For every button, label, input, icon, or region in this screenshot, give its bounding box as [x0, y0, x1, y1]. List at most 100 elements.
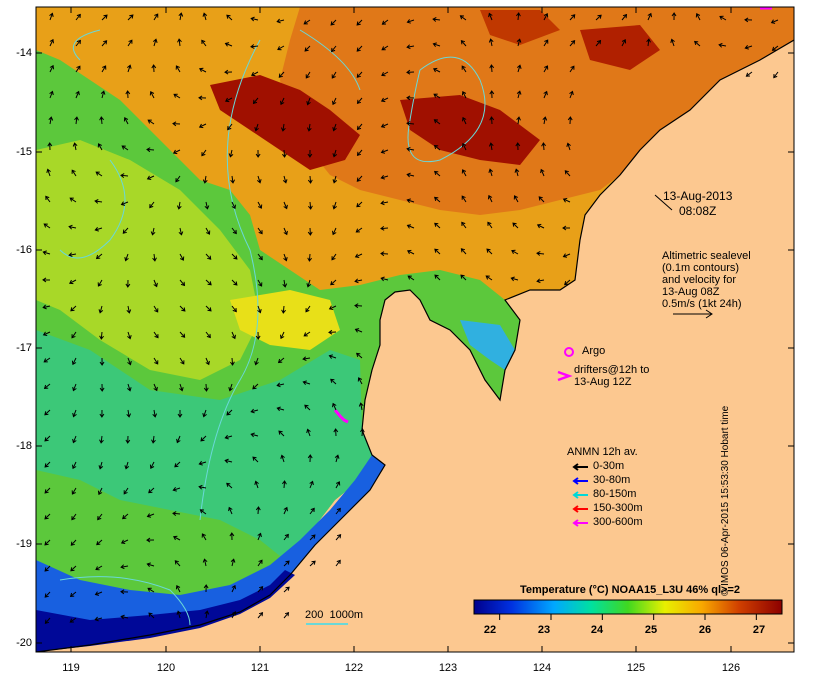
velocity-arrow	[257, 559, 263, 567]
anmn-title: ANMN 12h av.	[567, 446, 638, 458]
velocity-arrow	[254, 480, 259, 489]
latitude-label: -17	[16, 342, 32, 354]
contour-line	[407, 56, 486, 162]
velocity-arrow	[283, 612, 290, 619]
velocity-arrow	[127, 14, 134, 21]
velocity-arrow	[434, 248, 441, 255]
velocity-arrow	[122, 227, 129, 234]
velocity-arrow	[70, 539, 77, 546]
colorbar-title: Temperature (°C) NOAA15_L3U 46% ql>=2	[520, 584, 740, 596]
velocity-arrow	[175, 65, 181, 73]
velocity-arrow	[434, 170, 441, 177]
velocity-arrow	[515, 142, 521, 151]
velocity-arrow	[229, 532, 235, 541]
velocity-arrow	[309, 507, 315, 515]
velocity-arrow	[487, 194, 493, 203]
velocity-arrow	[198, 123, 207, 129]
velocity-arrow	[99, 357, 105, 366]
velocity-arrow	[305, 71, 311, 79]
velocity-arrow	[175, 175, 181, 183]
gulf-cool-zone	[460, 320, 515, 370]
velocity-arrow	[200, 435, 207, 442]
velocity-arrow	[406, 44, 415, 50]
velocity-arrow	[75, 39, 81, 47]
velocity-arrow	[176, 610, 182, 619]
velocity-arrow	[308, 201, 313, 210]
velocity-arrow	[127, 39, 133, 47]
velocity-arrow	[283, 533, 289, 541]
velocity-arrow	[123, 117, 129, 125]
velocity-arrow	[205, 227, 211, 235]
latitude-label: -15	[16, 146, 32, 158]
velocity-arrow	[201, 533, 207, 541]
velocity-arrow	[44, 539, 51, 546]
velocity-arrow	[536, 223, 545, 229]
imos-credit: © IMOS 06-Apr-2015 15:53:30 Hobart time	[720, 405, 731, 596]
velocity-arrow	[621, 39, 627, 47]
velocity-arrow	[205, 305, 212, 312]
velocity-arrow	[303, 19, 311, 25]
velocity-arrow	[276, 406, 285, 412]
velocity-arrow	[199, 509, 207, 515]
velocity-arrow	[225, 97, 233, 103]
velocity-arrow	[152, 38, 158, 47]
velocity-arrow	[147, 119, 155, 125]
velocity-arrow	[226, 482, 233, 489]
velocity-arrow	[595, 14, 602, 21]
velocity-arrow	[328, 305, 337, 310]
velocity-arrow	[47, 142, 53, 151]
velocity-arrow	[44, 409, 51, 416]
velocity-arrow	[179, 279, 186, 287]
velocity-arrow	[98, 305, 104, 314]
velocity-arrow	[567, 116, 573, 125]
velocity-arrow	[43, 357, 51, 363]
velocity-arrow	[540, 168, 545, 177]
velocity-arrow	[68, 252, 77, 258]
velocity-arrow	[564, 170, 571, 177]
sst-field	[36, 7, 794, 652]
velocity-arrow	[516, 90, 522, 99]
velocity-arrow	[96, 539, 103, 546]
velocity-arrow	[153, 357, 159, 365]
velocity-arrow	[120, 589, 129, 595]
velocity-arrow	[255, 149, 261, 158]
velocity-arrow	[434, 222, 441, 229]
contour-line	[59, 159, 126, 259]
velocity-arrow	[251, 71, 259, 77]
velocity-arrow	[356, 352, 363, 359]
velocity-arrow	[231, 253, 238, 260]
velocity-arrow	[203, 584, 209, 593]
velocity-arrow	[146, 175, 155, 180]
velocity-arrow	[332, 123, 337, 132]
velocity-arrow	[459, 15, 467, 21]
velocity-arrow	[231, 279, 238, 286]
velocity-arrow	[304, 404, 311, 411]
colorbar-tick-label: 23	[537, 624, 551, 636]
velocity-arrow	[360, 428, 365, 437]
hot-patch-1	[210, 75, 360, 170]
velocity-arrow	[543, 90, 548, 99]
velocity-arrow	[97, 279, 103, 287]
velocity-arrow	[146, 537, 155, 543]
velocity-arrow	[254, 123, 259, 132]
velocity-arrow	[543, 39, 549, 47]
velocity-arrow	[177, 38, 182, 47]
velocity-arrow	[228, 149, 234, 158]
velocity-arrow	[460, 248, 467, 255]
contour-line	[199, 39, 261, 521]
velocity-arrow	[461, 91, 467, 99]
velocity-arrow	[433, 93, 441, 99]
velocity-arrow	[335, 481, 341, 489]
velocity-arrow	[151, 435, 156, 444]
timestamp-date: 13-Aug-2013	[663, 189, 733, 203]
velocity-arrow	[569, 90, 574, 99]
velocity-arrow	[356, 201, 363, 208]
velocity-arrow	[95, 565, 103, 571]
velocity-arrow	[126, 383, 132, 392]
velocity-arrow	[670, 38, 675, 47]
velocity-arrow	[307, 227, 313, 236]
velocity-arrow	[231, 331, 236, 340]
velocity-arrow	[282, 175, 288, 184]
velocity-arrow	[224, 434, 233, 440]
velocity-arrow	[250, 44, 259, 49]
